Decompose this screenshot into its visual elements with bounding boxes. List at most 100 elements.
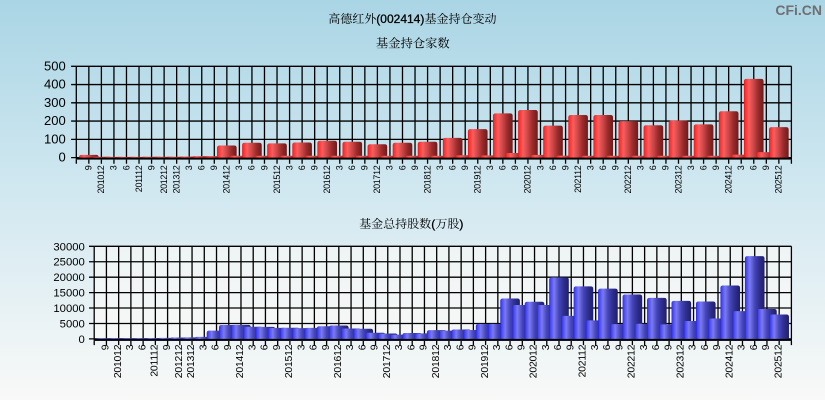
svg-text:201812: 201812 [431,344,442,378]
svg-text:6: 6 [197,165,207,170]
svg-text:6: 6 [260,344,271,350]
svg-text:3: 3 [435,165,445,170]
svg-text:3: 3 [736,165,746,170]
svg-text:6: 6 [211,344,222,350]
svg-text:9: 9 [419,344,430,350]
svg-text:400: 400 [44,77,66,92]
svg-text:3: 3 [585,165,595,170]
svg-text:202412: 202412 [724,344,735,378]
svg-text:201512: 201512 [272,165,282,193]
svg-text:202012: 202012 [529,344,540,378]
svg-text:6: 6 [309,344,320,350]
svg-text:3: 3 [688,344,699,350]
svg-text:6: 6 [447,165,457,170]
svg-text:30000: 30000 [53,241,84,253]
svg-text:3: 3 [284,165,294,170]
svg-text:6: 6 [749,344,760,350]
svg-text:9: 9 [410,165,420,170]
svg-text:6: 6 [347,165,357,170]
svg-text:9: 9 [146,165,156,170]
svg-text:201712: 201712 [382,344,393,378]
svg-text:3: 3 [443,344,454,350]
svg-text:6: 6 [548,165,558,170]
svg-text:202312: 202312 [676,344,687,378]
svg-text:9: 9 [309,165,319,170]
svg-text:3: 3 [335,165,345,170]
svg-text:3: 3 [184,165,194,170]
svg-text:202512: 202512 [774,165,784,193]
svg-text:10000: 10000 [53,303,84,315]
svg-text:9: 9 [611,165,621,170]
svg-text:6: 6 [121,165,131,170]
svg-text:6: 6 [553,344,564,350]
svg-text:6: 6 [498,165,508,170]
svg-text:9: 9 [162,344,173,350]
svg-text:202512: 202512 [773,344,784,378]
svg-text:201512: 201512 [284,344,295,378]
svg-text:9: 9 [711,165,721,170]
svg-text:9: 9 [101,344,112,350]
svg-text:CFi.CN: CFi.CN [775,2,822,18]
svg-text:3: 3 [345,344,356,350]
svg-text:300: 300 [44,95,66,110]
svg-text:3: 3 [247,344,258,350]
svg-text:201612: 201612 [333,344,344,378]
svg-text:6: 6 [700,344,711,350]
svg-text:202012: 202012 [523,165,533,193]
svg-text:9: 9 [468,344,479,350]
svg-text:201012: 201012 [96,165,106,193]
svg-text:6: 6 [406,344,417,350]
svg-text:9: 9 [360,165,370,170]
svg-text:201412: 201412 [235,344,246,378]
svg-text:(: ( [431,217,435,231]
svg-text:15000: 15000 [53,288,84,300]
svg-text:201012: 201012 [113,344,124,378]
svg-text:9: 9 [460,165,470,170]
svg-text:6: 6 [651,344,662,350]
svg-text:6: 6 [137,344,148,350]
svg-text:9: 9 [663,344,674,350]
svg-text:9: 9 [517,344,528,350]
svg-text:20000: 20000 [53,272,84,284]
svg-text:6: 6 [749,165,759,170]
svg-text:6: 6 [357,344,368,350]
svg-text:9: 9 [712,344,723,350]
svg-text:201412: 201412 [222,165,232,193]
svg-text:3: 3 [394,344,405,350]
svg-text:3: 3 [485,165,495,170]
svg-text:201312: 201312 [171,165,181,193]
svg-text:3: 3 [296,344,307,350]
svg-text:9: 9 [761,344,772,350]
svg-text:9: 9 [614,344,625,350]
svg-text:202212: 202212 [627,344,638,378]
svg-text:0: 0 [58,150,65,165]
svg-text:6: 6 [455,344,466,350]
svg-text:3: 3 [590,344,601,350]
svg-text:9: 9 [209,165,219,170]
svg-text:3: 3 [541,344,552,350]
svg-text:3: 3 [737,344,748,350]
svg-text:3: 3 [639,344,650,350]
svg-text:3: 3 [109,165,119,170]
svg-text:9: 9 [560,165,570,170]
svg-text:3: 3 [385,165,395,170]
svg-text:201212: 201212 [159,165,169,193]
svg-text:3: 3 [686,165,696,170]
svg-text:6: 6 [504,344,515,350]
svg-text:6: 6 [602,344,613,350]
svg-text:500: 500 [44,58,66,73]
svg-text:3: 3 [234,165,244,170]
svg-text:201112: 201112 [134,165,144,192]
svg-text:9: 9 [321,344,332,350]
svg-text:6: 6 [247,165,257,170]
svg-text:9: 9 [565,344,576,350]
svg-text:201712: 201712 [372,165,382,193]
svg-text:202112: 202112 [578,344,589,377]
svg-text:202312: 202312 [673,165,683,193]
svg-text:201112: 201112 [150,344,161,376]
svg-text:9: 9 [510,165,520,170]
svg-text:6: 6 [297,165,307,170]
svg-text:201612: 201612 [322,165,332,193]
svg-text:6: 6 [397,165,407,170]
svg-text:202412: 202412 [723,165,733,193]
